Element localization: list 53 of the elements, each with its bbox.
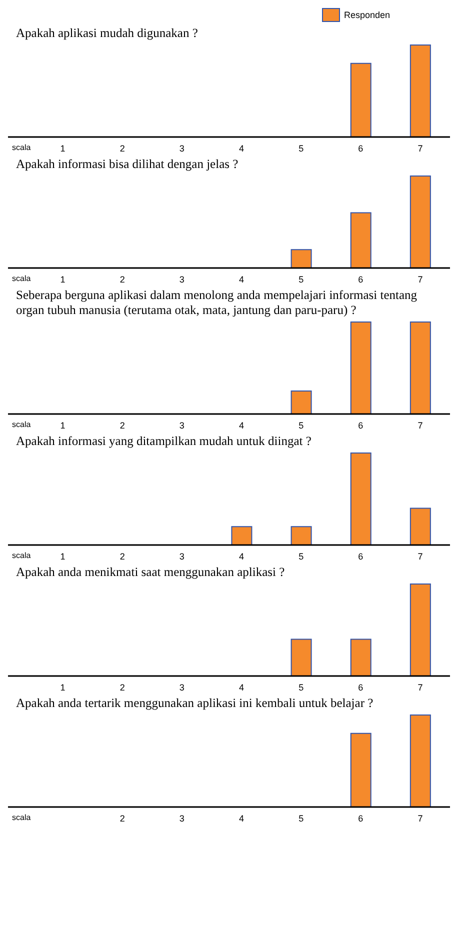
x-tick-label: 6	[358, 274, 364, 284]
x-tick-label: 4	[238, 813, 244, 824]
x-axis-title: scala	[12, 813, 31, 822]
x-tick-label: 1	[60, 143, 66, 154]
legend-label: Responden	[344, 10, 390, 20]
x-tick-label: 4	[238, 682, 244, 692]
x-tick-label: 2	[120, 274, 125, 284]
x-tick-label: 6	[358, 813, 364, 824]
x-tick-label: 2	[120, 420, 125, 430]
x-tick-label: 5	[298, 420, 304, 430]
x-tick-label: 7	[418, 143, 423, 154]
x-tick-label: 6	[358, 143, 364, 154]
x-tick-label: 2	[120, 143, 125, 154]
x-tick-label: 5	[298, 682, 304, 692]
x-tick-label: 2	[120, 813, 125, 824]
x-tick-label: 2	[120, 551, 125, 562]
x-axis-title: scala	[12, 143, 31, 152]
x-tick-label: 7	[418, 274, 423, 284]
x-axis-title: scala	[12, 274, 31, 283]
x-tick-label: 3	[179, 274, 184, 284]
x-tick-label: 7	[418, 551, 423, 562]
x-tick-label: 4	[238, 274, 244, 284]
x-tick-label: 3	[179, 420, 184, 430]
x-tick-label: 4	[238, 551, 244, 562]
x-tick-label: 3	[179, 813, 184, 824]
x-tick-label: 3	[179, 682, 184, 692]
x-tick-label: 1	[60, 551, 66, 562]
x-tick-label: 5	[298, 274, 304, 284]
x-tick-label: 1	[60, 274, 66, 284]
x-tick-label: 6	[358, 682, 364, 692]
x-tick-label: 1	[60, 420, 66, 430]
chart-title: Apakah anda menikmati saat menggunakan aplikasi ?	[16, 565, 286, 580]
x-tick-label: 6	[358, 551, 364, 562]
chart-title: Seberapa berguna aplikasi dalam menolong anda mempelajari informasi tentang organ tubuh manusia (terutama otak, mata, jantung dan paru-paru) ?	[16, 288, 418, 318]
chart-title: Apakah informasi yang ditampilkan mudah untuk diingat ?	[16, 434, 312, 449]
x-tick-label: 5	[298, 143, 304, 154]
x-axis-title: scala	[12, 420, 31, 429]
x-tick-label: 4	[238, 143, 244, 154]
x-tick-label: 5	[298, 551, 304, 562]
chart-title: Apakah informasi bisa dilihat dengan jelas ?	[16, 157, 240, 172]
x-tick-label: 2	[120, 682, 125, 692]
chart-title: Apakah aplikasi mudah digunakan ?	[16, 26, 199, 41]
x-tick-label: 7	[418, 813, 423, 824]
x-tick-label: 3	[179, 551, 184, 562]
x-tick-label: 5	[298, 813, 304, 824]
x-tick-label: 6	[358, 420, 364, 430]
x-tick-label: 7	[418, 420, 423, 430]
x-axis-title: scala	[12, 551, 31, 560]
x-tick-label: 3	[179, 143, 184, 154]
x-tick-label: 7	[418, 682, 423, 692]
x-tick-label: 4	[238, 420, 244, 430]
x-tick-label: 1	[60, 682, 66, 692]
chart-title: Apakah anda tertarik menggunakan aplikasi ini kembali untuk belajar ?	[16, 696, 374, 711]
